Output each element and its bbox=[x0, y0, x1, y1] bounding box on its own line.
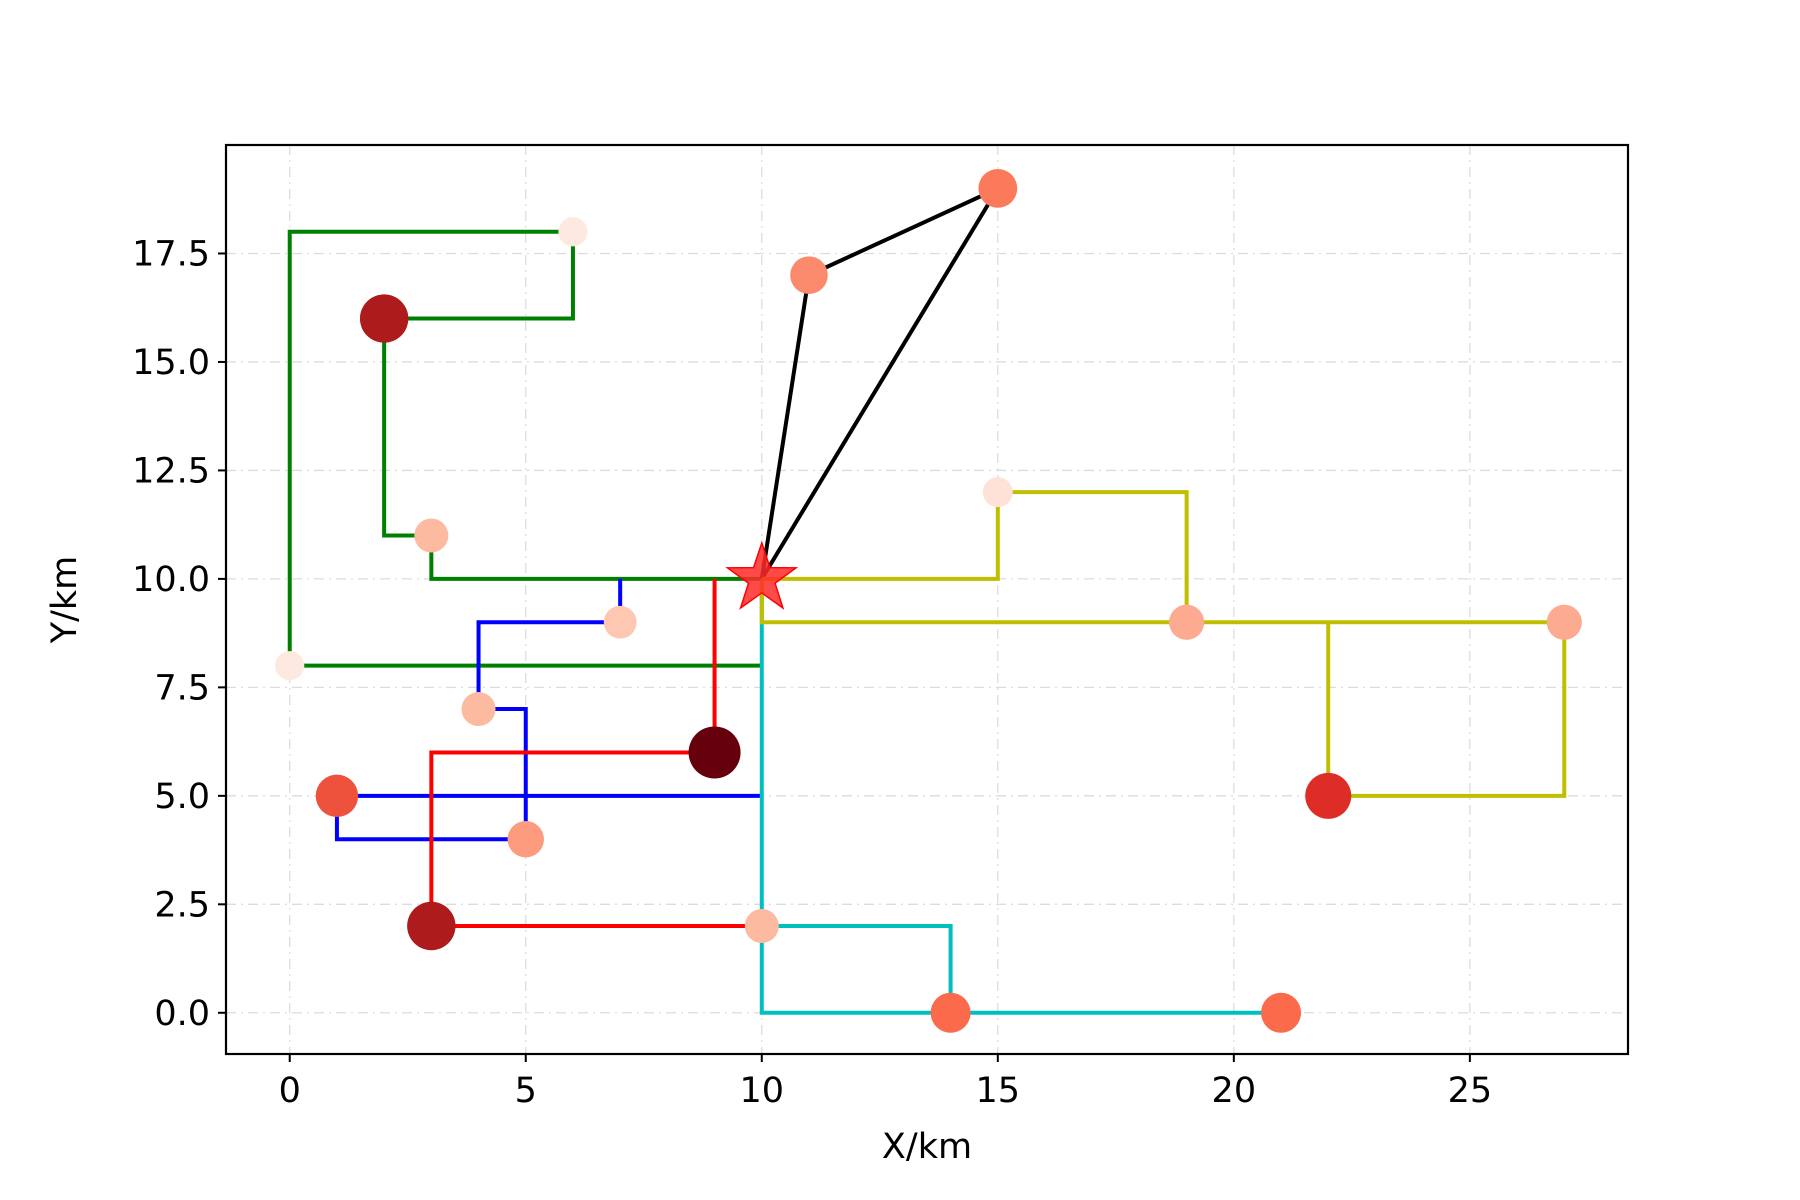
customer-point bbox=[507, 821, 544, 858]
y-tick-label: 17.5 bbox=[132, 234, 210, 274]
depot-star-marker bbox=[725, 540, 799, 610]
depot bbox=[725, 540, 799, 610]
x-tick-label: 0 bbox=[279, 1071, 301, 1111]
customer-point bbox=[978, 168, 1018, 208]
axis-ticks: 0 5 10 15 20 25 0.0 2.5 5.0 7.5 10.0 12.5 15.0 17.5 bbox=[132, 234, 1492, 1111]
customer-point bbox=[1546, 604, 1582, 640]
customer-point bbox=[414, 518, 449, 553]
customer-point bbox=[688, 726, 741, 779]
x-tick-label: 25 bbox=[1448, 1071, 1493, 1111]
plot-area-frame bbox=[224, 143, 1630, 1056]
x-axis-label: X/km bbox=[882, 1127, 972, 1167]
y-axis-label: Y/km bbox=[45, 556, 85, 645]
customer-point bbox=[461, 692, 496, 727]
y-tick-label: 7.5 bbox=[154, 668, 210, 708]
y-tick-label: 10.0 bbox=[132, 560, 210, 600]
customer-point bbox=[603, 605, 637, 639]
y-tick-label: 5.0 bbox=[154, 777, 210, 817]
customer-point bbox=[790, 256, 828, 294]
customer-point bbox=[930, 992, 971, 1033]
customer-point bbox=[315, 774, 359, 818]
customer-point bbox=[275, 651, 305, 681]
customer-point bbox=[1305, 772, 1352, 819]
customer-point bbox=[982, 477, 1013, 508]
route-line bbox=[287, 229, 762, 668]
x-tick-label: 10 bbox=[740, 1071, 785, 1111]
x-tick-label: 20 bbox=[1212, 1071, 1257, 1111]
customer-point bbox=[744, 909, 779, 944]
x-tick-label: 15 bbox=[976, 1071, 1021, 1111]
y-tick-label: 15.0 bbox=[132, 343, 210, 383]
customer-point bbox=[407, 901, 456, 951]
customer-points bbox=[275, 168, 1582, 1033]
customer-point bbox=[1169, 604, 1205, 640]
y-tick-label: 12.5 bbox=[132, 451, 210, 491]
customer-point bbox=[1261, 992, 1302, 1033]
customer-point bbox=[558, 217, 588, 247]
route-line bbox=[759, 183, 1003, 580]
y-tick-label: 0.0 bbox=[154, 994, 210, 1034]
customer-point bbox=[359, 294, 409, 343]
y-tick-label: 2.5 bbox=[154, 885, 210, 925]
x-tick-label: 5 bbox=[515, 1071, 537, 1111]
route-line bbox=[429, 578, 762, 929]
